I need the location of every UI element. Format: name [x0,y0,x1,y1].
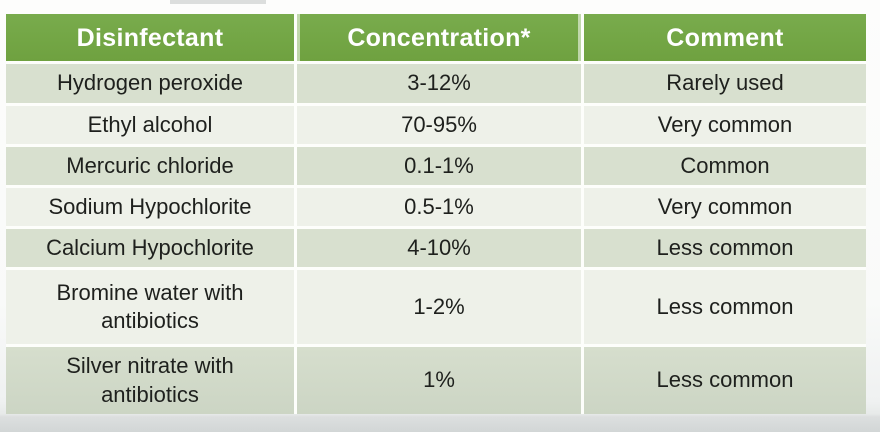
header-cell-concentration: Concentration* [297,14,581,61]
player-top-artifact [170,0,266,4]
disinfectant-cell: Mercuric chloride [6,147,294,185]
disinfectant-cell: Hydrogen peroxide [6,64,294,103]
header-cell-disinfectant: Disinfectant [6,14,294,61]
concentration-cell: 70-95% [297,106,581,144]
disinfectant-table: Disinfectant Concentration* Comment Hydr… [6,14,866,414]
comment-cell: Very common [584,188,866,226]
concentration-cell: 1-2% [297,270,581,344]
disinfectant-cell: Silver nitrate with antibiotics [6,347,294,414]
concentration-cell: 1% [297,347,581,414]
concentration-cell: 0.1-1% [297,147,581,185]
disinfectant-cell: Calcium Hypochlorite [6,229,294,267]
comment-cell: Less common [584,229,866,267]
comment-cell: Very common [584,106,866,144]
concentration-cell: 3-12% [297,64,581,103]
comment-cell: Less common [584,347,866,414]
disinfectant-cell: Ethyl alcohol [6,106,294,144]
comment-cell: Rarely used [584,64,866,103]
concentration-cell: 0.5-1% [297,188,581,226]
disinfectant-cell: Bromine water with antibiotics [6,270,294,344]
comment-cell: Common [584,147,866,185]
disinfectant-cell: Sodium Hypochlorite [6,188,294,226]
header-cell-comment: Comment [584,14,866,61]
concentration-cell: 4-10% [297,229,581,267]
comment-cell: Less common [584,270,866,344]
